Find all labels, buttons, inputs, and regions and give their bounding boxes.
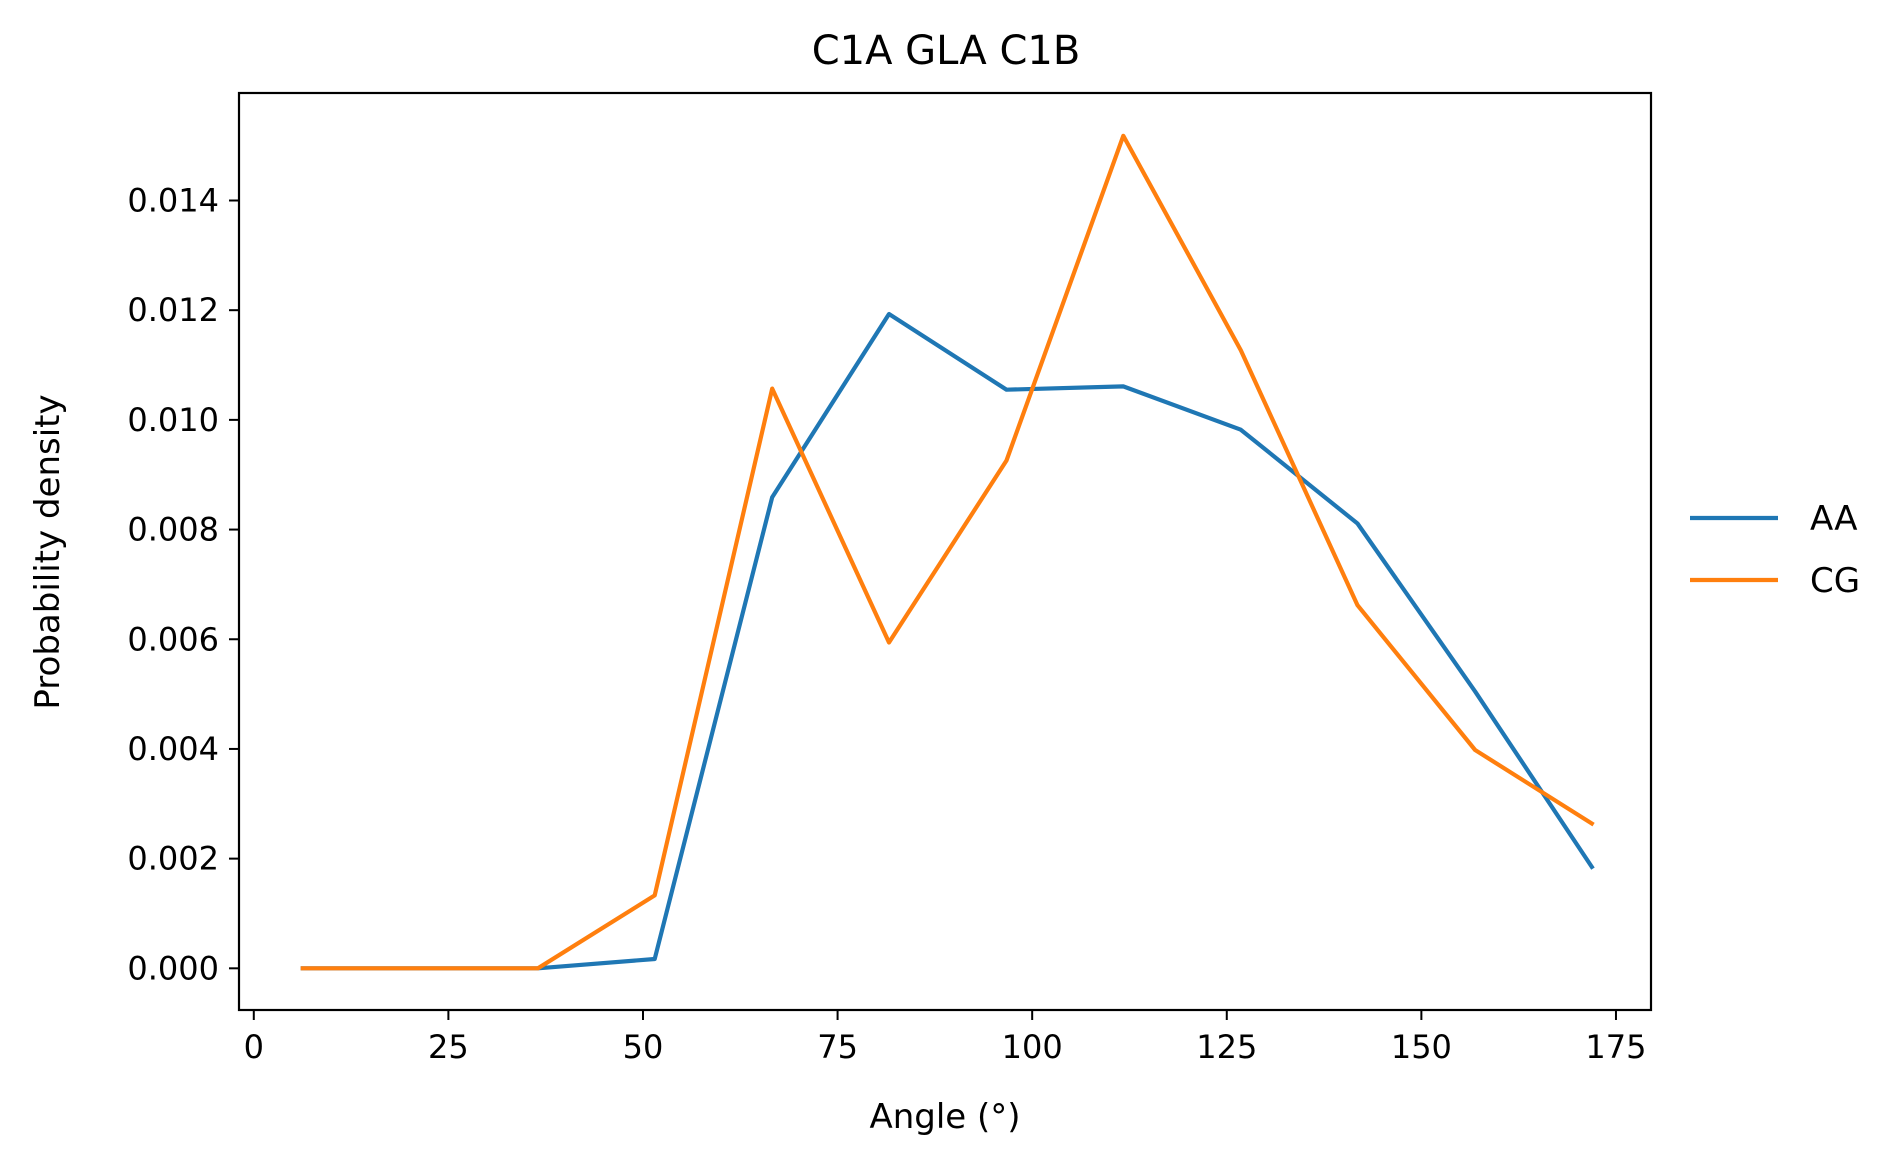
x-tick-label: 100	[1002, 1028, 1063, 1066]
y-tick-label: 0.008	[127, 511, 219, 549]
y-tick-label: 0.004	[127, 730, 219, 768]
x-tick-label: 125	[1196, 1028, 1257, 1066]
x-tick-label: 25	[428, 1028, 469, 1066]
y-tick-label: 0.006	[127, 620, 219, 658]
x-axis-label: Angle (°)	[869, 1097, 1020, 1137]
series-line-cg	[300, 133, 1595, 971]
axes-frame	[237, 91, 1653, 1012]
y-tick-label: 0.010	[127, 401, 219, 439]
legend: AA CG	[1690, 499, 1860, 601]
x-tick-label: 50	[623, 1028, 664, 1066]
x-tick-label: 0	[244, 1028, 264, 1066]
y-tick-label: 0.002	[127, 840, 219, 878]
x-tick-label: 75	[817, 1028, 858, 1066]
y-tick-label: 0.014	[127, 181, 219, 219]
y-axis-ticks: 0.000 0.002 0.004 0.006 0.008 0.010 0.012 0.014	[127, 181, 239, 987]
x-tick-label: 150	[1391, 1028, 1452, 1066]
legend-label-aa: AA	[1810, 499, 1857, 539]
chart-title: C1A GLA C1B	[812, 28, 1081, 74]
x-tick-label: 175	[1585, 1028, 1646, 1066]
plot-area	[237, 91, 1653, 1012]
series-layer	[300, 133, 1595, 971]
y-tick-label: 0.000	[127, 949, 219, 987]
x-axis-ticks: 0 25 50 75 100 125 150 175	[244, 1010, 1647, 1066]
legend-label-cg: CG	[1810, 561, 1860, 601]
y-axis-label: Probability density	[28, 394, 68, 709]
y-tick-label: 0.012	[127, 291, 219, 329]
